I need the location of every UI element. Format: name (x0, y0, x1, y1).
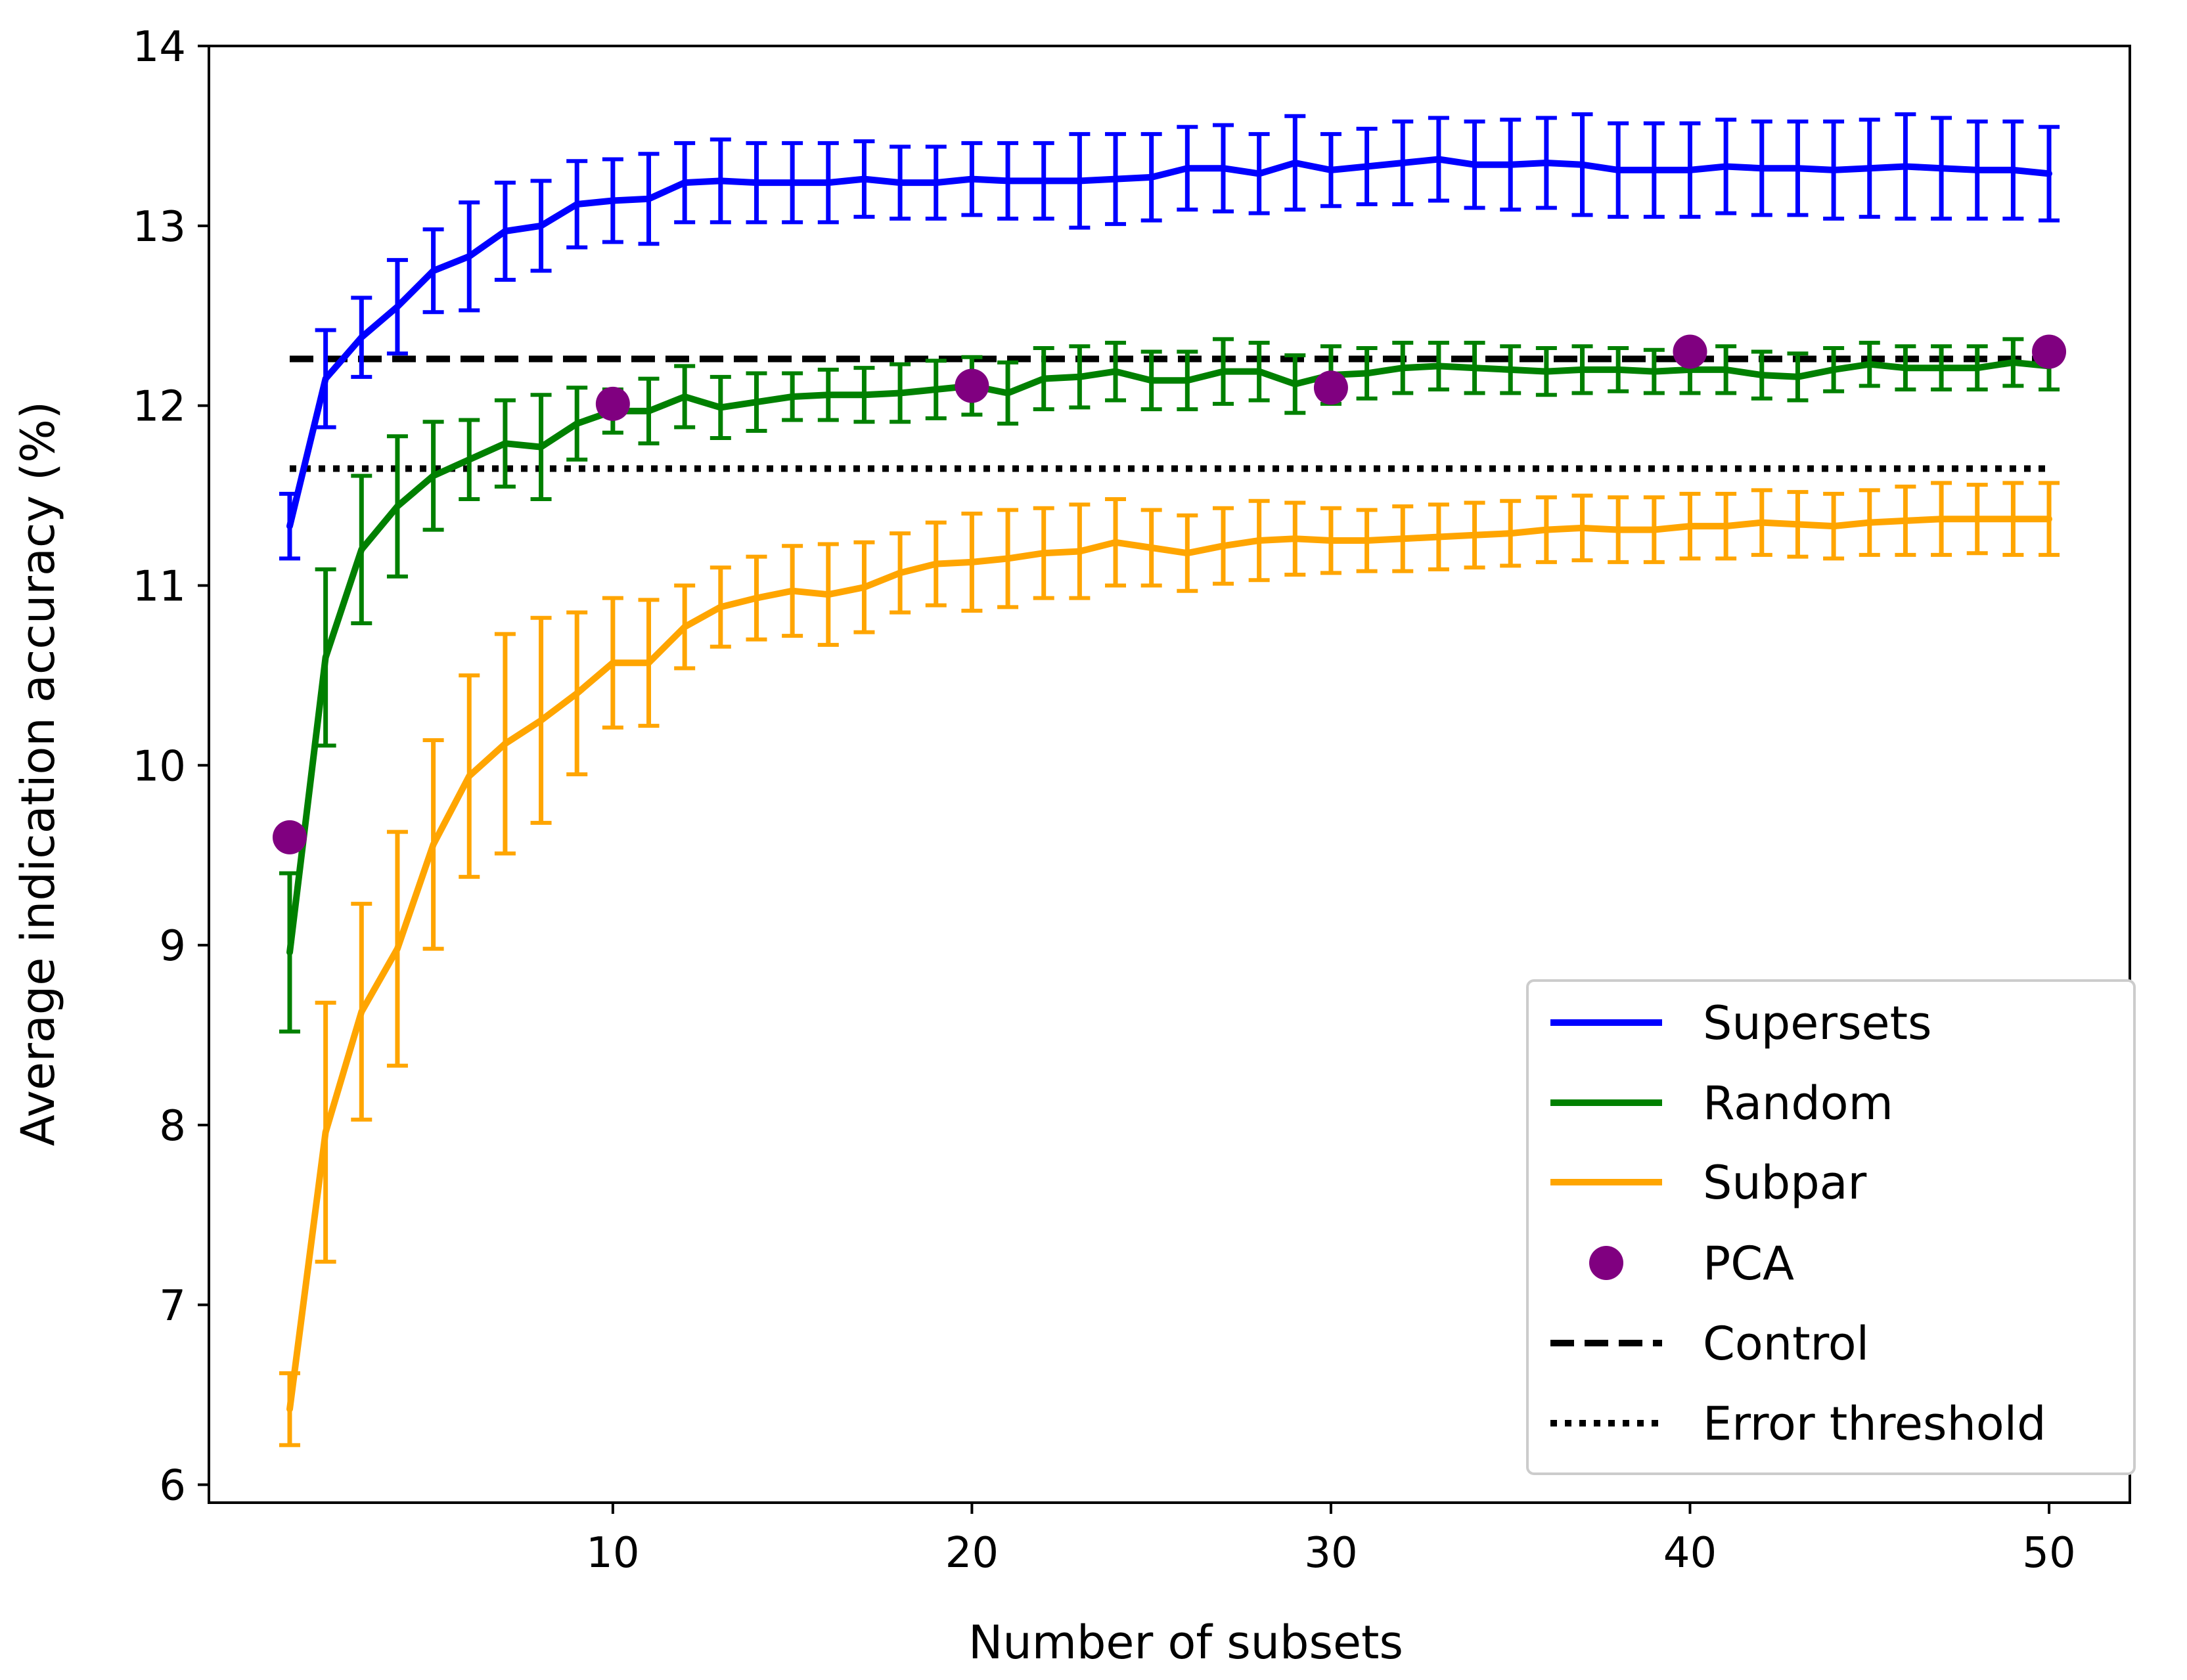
legend-label-supersets: Supersets (1703, 996, 1932, 1050)
y-tick-label-9: 9 (159, 922, 186, 971)
y-tick-label-10: 10 (133, 742, 186, 791)
series-random (279, 337, 2060, 1034)
legend-label-pca: PCA (1703, 1237, 1794, 1291)
y-tick-label-14: 14 (133, 23, 186, 72)
x-tick-label-30: 30 (1304, 1529, 1357, 1578)
y-tick-label-7: 7 (159, 1282, 186, 1331)
plot-area (272, 112, 2067, 1448)
y-tick-label-11: 11 (133, 562, 186, 611)
y-axis-label: Average indication accuracy (%) (11, 401, 65, 1146)
x-tick-label-20: 20 (945, 1529, 999, 1578)
legend-swatch-pca (1589, 1246, 1623, 1280)
axes-frame (208, 45, 2131, 1504)
legend-label-subpar: Subpar (1703, 1156, 1867, 1210)
x-tick-label-40: 40 (1663, 1529, 1717, 1578)
y-tick-label-8: 8 (159, 1102, 186, 1151)
pca-point-40 (1673, 334, 1707, 369)
y-tick-label-12: 12 (133, 383, 186, 431)
legend-label-control: Control (1703, 1317, 1869, 1371)
line-random (286, 359, 2052, 956)
pca-point-20 (955, 368, 989, 403)
series-subpar (279, 481, 2060, 1448)
pca-point-50 (2032, 334, 2067, 369)
series-supersets (279, 112, 2060, 561)
pca-point-1 (272, 820, 307, 854)
legend-label-random: Random (1703, 1076, 1893, 1130)
pca-point-10 (595, 386, 630, 421)
line-subpar (286, 516, 2052, 1413)
pca-point-30 (1313, 370, 1348, 405)
axes: 10 20 30 40 50 6 7 8 9 10 11 12 13 14 (133, 23, 2131, 1578)
y-tick-label-6: 6 (159, 1462, 186, 1511)
line-supersets (286, 156, 2052, 530)
y-tick-label-13: 13 (133, 203, 186, 252)
series-pca (272, 334, 2067, 854)
legend-label-error-threshold: Error threshold (1703, 1397, 2046, 1451)
x-tick-label-50: 50 (2022, 1529, 2075, 1578)
legend: Supersets Random Subpar PCA Control Erro… (1526, 979, 2136, 1475)
x-axis-label: Number of subsets (968, 1616, 1403, 1669)
x-tick-label-10: 10 (586, 1529, 639, 1578)
legend-frame (1526, 979, 2136, 1475)
